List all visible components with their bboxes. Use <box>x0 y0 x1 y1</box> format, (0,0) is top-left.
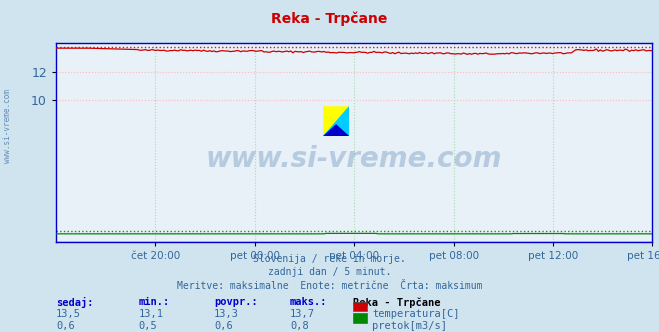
Text: 13,3: 13,3 <box>214 309 239 319</box>
Text: min.:: min.: <box>138 297 169 307</box>
Text: 0,8: 0,8 <box>290 321 308 331</box>
Text: temperatura[C]: temperatura[C] <box>372 309 460 319</box>
Text: 0,6: 0,6 <box>214 321 233 331</box>
Text: Slovenija / reke in morje.: Slovenija / reke in morje. <box>253 254 406 264</box>
Text: 13,5: 13,5 <box>56 309 81 319</box>
Text: sedaj:: sedaj: <box>56 297 94 308</box>
Polygon shape <box>323 106 349 136</box>
Text: 0,6: 0,6 <box>56 321 74 331</box>
Text: 0,5: 0,5 <box>138 321 157 331</box>
Text: www.si-vreme.com: www.si-vreme.com <box>206 145 502 173</box>
Polygon shape <box>323 106 349 136</box>
Text: zadnji dan / 5 minut.: zadnji dan / 5 minut. <box>268 267 391 277</box>
Text: 13,7: 13,7 <box>290 309 315 319</box>
Text: Reka - Trpčane: Reka - Trpčane <box>272 12 387 26</box>
Text: maks.:: maks.: <box>290 297 328 307</box>
Text: Meritve: maksimalne  Enote: metrične  Črta: maksimum: Meritve: maksimalne Enote: metrične Črta… <box>177 281 482 290</box>
Text: www.si-vreme.com: www.si-vreme.com <box>3 89 13 163</box>
Text: Reka - Trpčane: Reka - Trpčane <box>353 297 440 308</box>
Text: pretok[m3/s]: pretok[m3/s] <box>372 321 447 331</box>
Text: povpr.:: povpr.: <box>214 297 258 307</box>
Text: 13,1: 13,1 <box>138 309 163 319</box>
Polygon shape <box>323 124 349 136</box>
